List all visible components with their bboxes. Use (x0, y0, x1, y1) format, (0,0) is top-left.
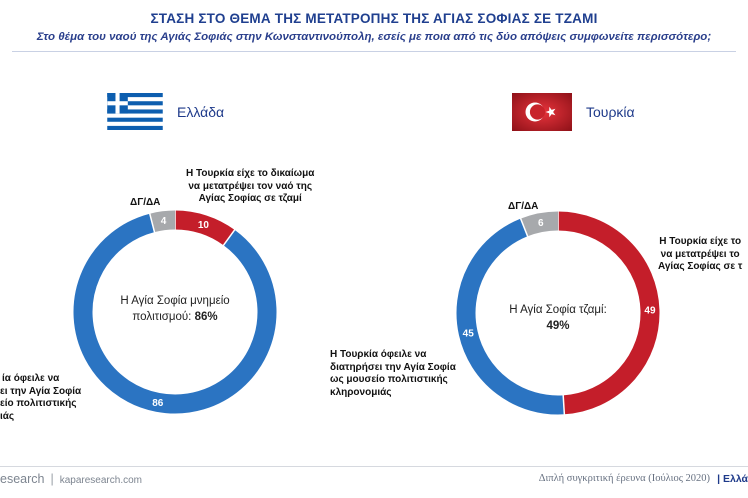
footer-divider (0, 466, 748, 467)
greece-dk-label: ΔΓ/ΔΑ (130, 197, 161, 208)
greece-center-value: 86% (191, 311, 217, 323)
greece-center-line-0: Η Αγία Σοφία μνημείο (120, 295, 229, 307)
turkey-dk-label: ΔΓ/ΔΑ (508, 201, 539, 212)
greece-slice-value-0: 10 (198, 220, 210, 231)
brand-name: esearch (0, 472, 45, 486)
turkey-slice-2 (520, 211, 559, 237)
footer-country: | Ελλά (717, 473, 748, 485)
footer-brand: esearch | kaparesearch.com (0, 472, 142, 486)
turkey-center-line-0: Η Αγία Σοφία τζαμί: (509, 304, 607, 316)
greece-red-annotation: Η Τουρκία είχε το δικαίωμα να μετατρέψει… (186, 168, 315, 204)
greece-slice-0 (174, 210, 235, 246)
greece-slice-value-2: 4 (161, 216, 167, 227)
page-subtitle: Στο θέμα του ναού της Αγιάς Σοφιάς στην … (36, 31, 712, 43)
turkey-center-value: 49% (546, 320, 569, 332)
greece-slice-separator-2 (148, 212, 156, 234)
turkey-slice-value-0: 49 (644, 306, 656, 317)
footer-separator: | (50, 472, 54, 486)
footer-country-text: Ελλά (722, 473, 748, 485)
footer-survey-note: Διπλή συγκριτική έρευνα (Ιούλιος 2020) (538, 473, 710, 484)
turkey-slice-separator-1 (562, 394, 566, 416)
greece-flag-icon (107, 93, 163, 130)
turkey-slice-value-1: 45 (463, 329, 475, 340)
turkey-slice-1 (456, 218, 565, 415)
title-divider (12, 51, 736, 52)
turkey-country-label: Τουρκία (586, 104, 635, 120)
footer-site-link[interactable]: kaparesearch.com (59, 475, 142, 486)
turkey-red-annotation: Η Τουρκία είχε το να μετατρέψει το Αγίας… (658, 236, 743, 272)
turkey-slice-0 (557, 211, 660, 415)
greece-slice-separator-1 (222, 228, 236, 247)
turkey-slice-value-2: 6 (538, 218, 544, 229)
greece-blue-annotation: ία όφειλε να ει την Αγία Σοφία είο πολιτ… (0, 373, 82, 422)
turkey-flag-icon (512, 93, 572, 131)
greece-country-label: Ελλάδα (177, 104, 225, 120)
turkey-slice-separator-2 (519, 217, 529, 238)
greece-slice-value-1: 86 (152, 398, 164, 409)
greece-slice-1 (73, 213, 277, 414)
turkey-blue-annotation: Η Τουρκία όφειλε να διατηρήσει την Αγία … (330, 349, 456, 398)
greece-center-line-1: πολιτισμού: 86% (132, 311, 217, 323)
page-title: ΣΤΑΣΗ ΣΤΟ ΘΕΜΑ ΤΗΣ ΜΕΤΑΤΡΟΠΗΣ ΤΗΣ ΑΓΙΑΣ … (150, 11, 598, 26)
